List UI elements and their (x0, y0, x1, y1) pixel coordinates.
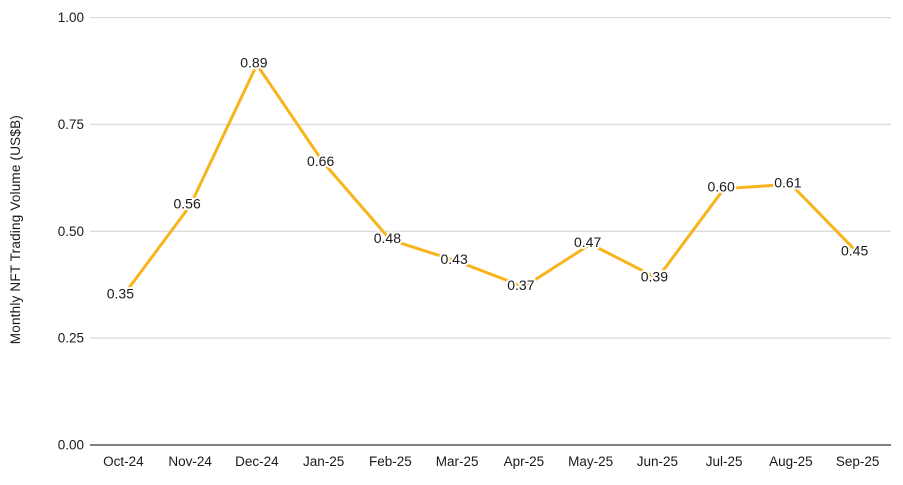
data-point (453, 258, 461, 265)
series-line (121, 63, 860, 297)
data-point (587, 240, 594, 248)
data-point-label: 0.35 (107, 285, 134, 301)
data-point-label: 0.39 (641, 268, 668, 284)
x-tick-label: Jun-25 (637, 454, 678, 469)
data-point-label: 0.60 (708, 179, 735, 195)
data-point (787, 181, 795, 188)
data-point-label: 0.47 (574, 234, 601, 250)
data-point (720, 185, 728, 192)
y-tick-label: 0.50 (58, 224, 84, 239)
x-tick-label: Dec-24 (235, 454, 279, 469)
data-point (320, 159, 327, 167)
data-point (120, 292, 127, 299)
y-tick-label: 0.00 (58, 438, 84, 453)
x-tick-label: Sep-25 (836, 454, 880, 469)
x-tick-label: Aug-25 (769, 454, 813, 469)
data-point (186, 202, 194, 209)
data-point (387, 236, 394, 244)
y-tick-label: 1.00 (58, 10, 84, 25)
data-point (253, 61, 261, 68)
data-point-label: 0.61 (774, 174, 801, 190)
x-tick-label: May-25 (568, 454, 613, 469)
data-point-label: 0.66 (307, 153, 334, 169)
data-point-label: 0.89 (240, 55, 267, 71)
data-point (654, 275, 661, 282)
data-point-label: 0.48 (374, 230, 401, 246)
data-point-label: 0.56 (174, 196, 201, 212)
x-tick-label: Oct-24 (103, 454, 144, 469)
data-point-label: 0.45 (841, 243, 868, 259)
y-tick-label: 0.75 (58, 117, 84, 132)
data-point-label: 0.37 (507, 277, 534, 293)
x-tick-label: Mar-25 (436, 454, 479, 469)
x-tick-label: Jul-25 (706, 454, 743, 469)
x-tick-label: Jan-25 (303, 454, 344, 469)
data-point-label: 0.43 (441, 251, 468, 267)
data-point (520, 283, 528, 291)
x-tick-label: Feb-25 (369, 454, 412, 469)
y-tick-label: 0.25 (58, 331, 84, 346)
data-point (854, 249, 861, 256)
x-tick-label: Apr-25 (504, 454, 545, 469)
x-tick-label: Nov-24 (168, 454, 212, 469)
